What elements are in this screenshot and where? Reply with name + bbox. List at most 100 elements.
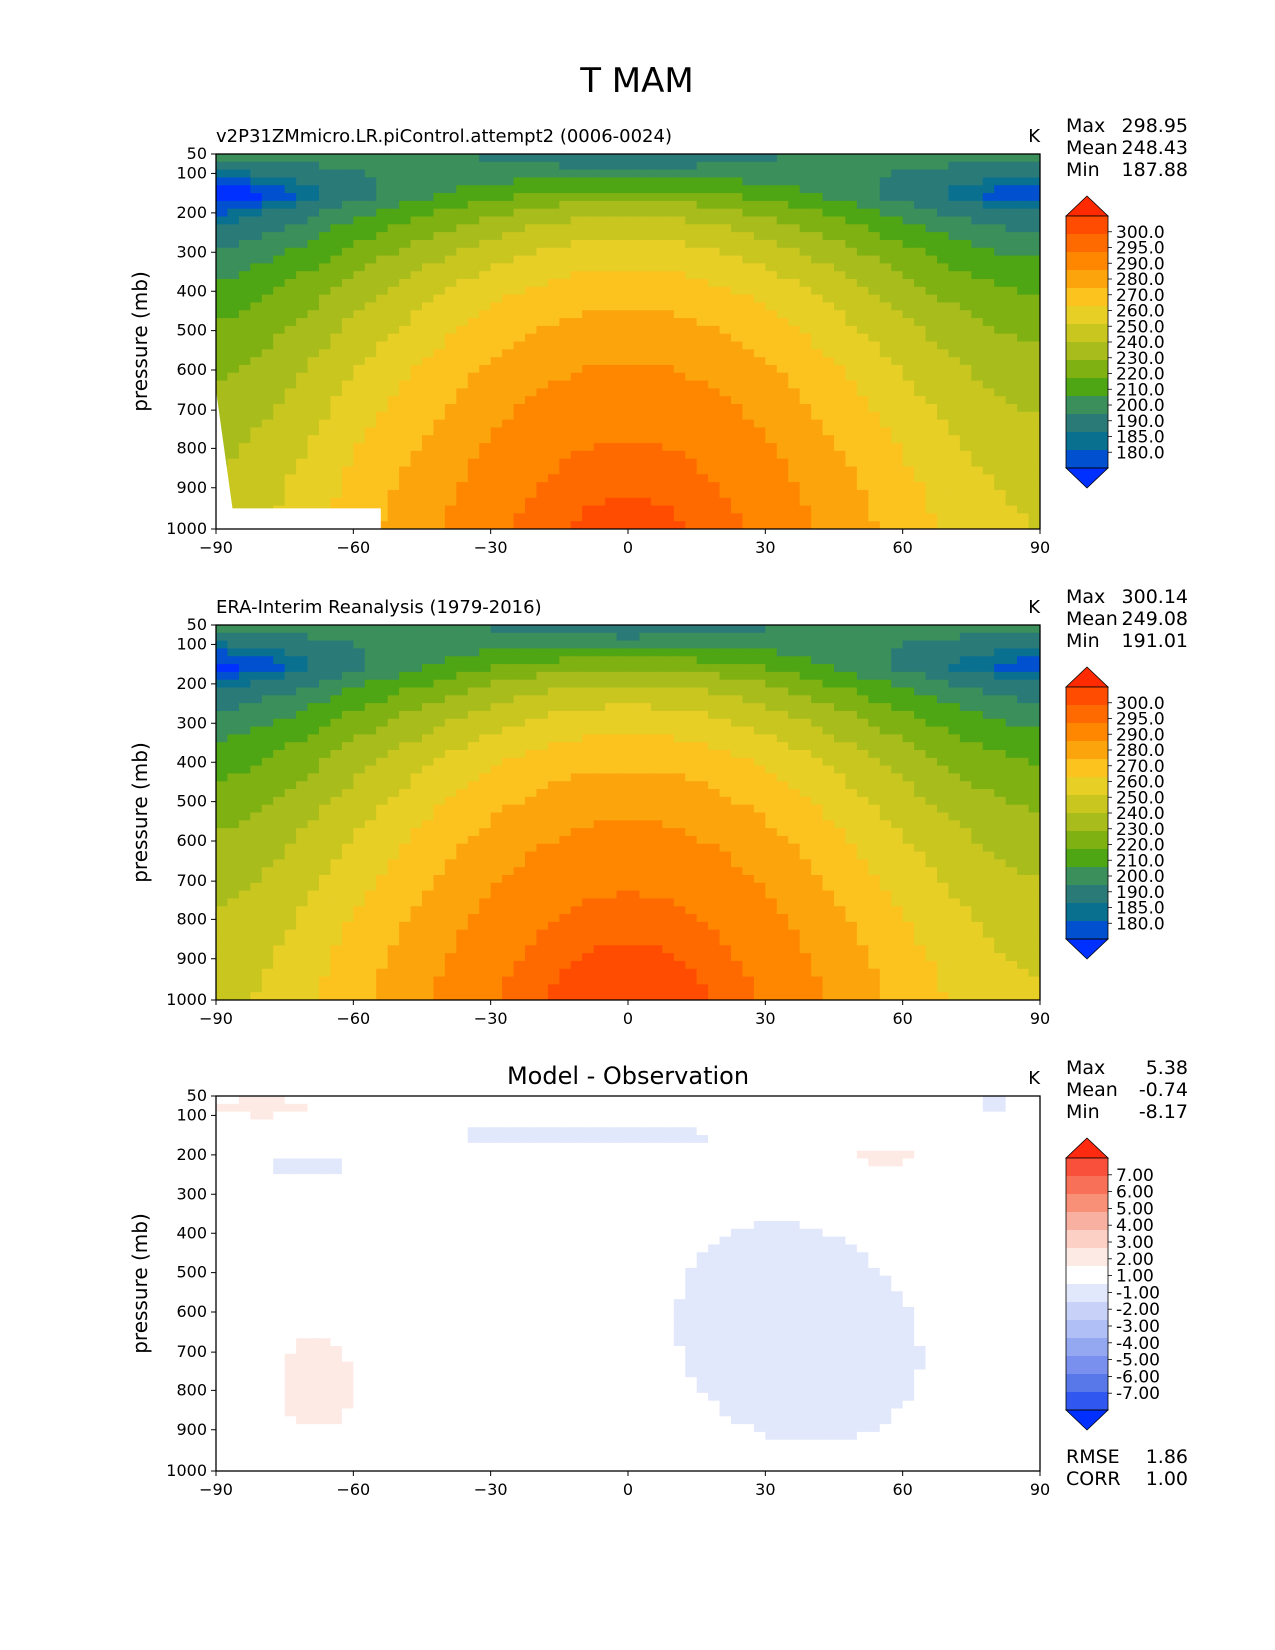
stat-value: -0.74	[1139, 1079, 1188, 1101]
contour-field	[216, 154, 1040, 529]
x-tick-label: 60	[892, 1009, 912, 1028]
colorbar-bin	[1066, 1248, 1108, 1267]
colorbar-label: 295.0	[1116, 710, 1165, 730]
figure-title: T MAM	[579, 61, 694, 101]
x-tick-label: 90	[1030, 538, 1050, 557]
colorbar-bin	[1066, 741, 1108, 760]
colorbar-bin	[1066, 1194, 1108, 1213]
y-tick-label: 1000	[166, 1461, 207, 1480]
colorbar-label: 180.0	[1116, 443, 1165, 463]
y-tick-label: 800	[176, 909, 207, 928]
colorbar-label: 280.0	[1116, 741, 1165, 761]
colorbar-bin	[1066, 921, 1108, 940]
colorbar-extend-max	[1065, 666, 1109, 688]
colorbar-label: -2.00	[1116, 1300, 1160, 1320]
colorbar-bin	[1066, 1320, 1108, 1339]
contour-field	[216, 625, 1040, 1000]
y-tick-label: 200	[176, 1145, 207, 1164]
y-tick-label: 800	[176, 1380, 207, 1399]
colorbar-label: 2.00	[1116, 1250, 1154, 1270]
colorbar-label: 290.0	[1116, 725, 1165, 745]
colorbar-bin	[1066, 1158, 1108, 1177]
colorbar-bin	[1066, 813, 1108, 832]
colorbar-label: 230.0	[1116, 349, 1165, 369]
stat-label: Mean	[1066, 608, 1118, 630]
y-tick-label: 900	[176, 478, 207, 497]
y-tick-label: 900	[176, 949, 207, 968]
y-tick-label: 600	[176, 1302, 207, 1321]
colorbar-bin	[1066, 1302, 1108, 1321]
y-tick-label: 500	[176, 792, 207, 811]
colorbar-bin	[1066, 867, 1108, 886]
colorbar-bin	[1066, 234, 1108, 253]
stat-label: Max	[1066, 115, 1105, 137]
colorbar-bin	[1066, 1230, 1108, 1249]
colorbar-bin	[1066, 1392, 1108, 1411]
y-tick-label: 800	[176, 438, 207, 457]
x-tick-label: −60	[336, 538, 370, 557]
y-tick-label: 1000	[166, 990, 207, 1009]
colorbar-label: 4.00	[1116, 1216, 1154, 1236]
colorbar-label: 270.0	[1116, 286, 1165, 306]
stat-value: 300.14	[1122, 586, 1188, 608]
x-tick-label: 30	[755, 538, 775, 557]
x-tick-label: −30	[474, 538, 508, 557]
x-tick-label: −90	[199, 1009, 233, 1028]
colorbar-bin	[1066, 1176, 1108, 1195]
colorbar-extend-min	[1065, 1409, 1109, 1431]
colorbar-label: -4.00	[1116, 1334, 1160, 1354]
colorbar-bin	[1066, 903, 1108, 922]
colorbar-extend-min	[1065, 467, 1109, 489]
colorbar-extend-max	[1065, 195, 1109, 217]
colorbar-label: -3.00	[1116, 1317, 1160, 1337]
colorbar-label: 180.0	[1116, 914, 1165, 934]
colorbar-label: 240.0	[1116, 333, 1165, 353]
x-tick-label: 30	[755, 1009, 775, 1028]
stat-label: Min	[1066, 1101, 1100, 1123]
x-tick-label: 90	[1030, 1480, 1050, 1499]
stat-value: 187.88	[1122, 159, 1188, 181]
colorbar: 300.0295.0290.0280.0270.0260.0250.0240.0…	[1065, 666, 1165, 960]
colorbar-bin	[1066, 1356, 1108, 1375]
y-tick-label: 100	[176, 634, 207, 653]
colorbar-bin	[1066, 795, 1108, 814]
y-tick-label: 500	[176, 1263, 207, 1282]
colorbar-label: 250.0	[1116, 788, 1165, 808]
colorbar-label: 240.0	[1116, 804, 1165, 824]
colorbar-label: 300.0	[1116, 223, 1165, 243]
colorbar-label: 280.0	[1116, 270, 1165, 290]
colorbar-bin	[1066, 831, 1108, 850]
colorbar-label: 290.0	[1116, 254, 1165, 274]
colorbar-label: 5.00	[1116, 1199, 1154, 1219]
colorbar-label: -1.00	[1116, 1283, 1160, 1303]
y-tick-label: 200	[176, 203, 207, 222]
colorbar-label: 7.00	[1116, 1166, 1154, 1186]
colorbar-bin	[1066, 1284, 1108, 1303]
stat-label: Min	[1066, 630, 1100, 652]
colorbar-bin	[1066, 849, 1108, 868]
x-tick-label: −60	[336, 1009, 370, 1028]
y-tick-label: 400	[176, 281, 207, 300]
colorbar-label: 190.0	[1116, 883, 1165, 903]
y-axis-label: pressure (mb)	[128, 1213, 152, 1354]
x-tick-label: 30	[755, 1480, 775, 1499]
panel-title: v2P31ZMmicro.LR.piControl.attempt2 (0006…	[216, 126, 672, 147]
colorbar-label: 210.0	[1116, 851, 1165, 871]
colorbar-label: -5.00	[1116, 1351, 1160, 1371]
colorbar-extend-max	[1065, 1137, 1109, 1159]
y-tick-label: 900	[176, 1420, 207, 1439]
y-tick-label: 100	[176, 1105, 207, 1124]
colorbar-label: 250.0	[1116, 317, 1165, 337]
colorbar-bin	[1066, 723, 1108, 742]
y-tick-label: 1000	[166, 519, 207, 538]
stat-label: Mean	[1066, 137, 1118, 159]
stat-value: -8.17	[1139, 1101, 1188, 1123]
colorbar-label: -6.00	[1116, 1367, 1160, 1387]
colorbar-bin	[1066, 450, 1108, 469]
y-tick-label: 50	[187, 1086, 207, 1105]
colorbar-bin	[1066, 396, 1108, 415]
colorbar-bin	[1066, 1266, 1108, 1285]
extra-stat-label: RMSE	[1066, 1446, 1120, 1468]
colorbar-bin	[1066, 216, 1108, 235]
